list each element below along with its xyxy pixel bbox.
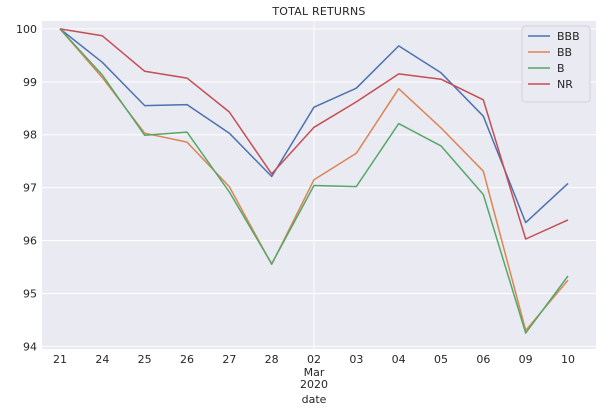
y-tick-label: 100 [16, 23, 37, 36]
y-tick-label: 94 [23, 340, 37, 353]
x-tick-label: 21 [53, 353, 67, 366]
x-tick-label: 28 [265, 353, 279, 366]
series-lines [59, 28, 569, 334]
legend-label: BB [557, 46, 572, 59]
x-tick-label: 25 [138, 353, 152, 366]
legend-label: BBB [557, 30, 580, 43]
legend-box [521, 25, 591, 103]
y-tick-label: 99 [23, 76, 37, 89]
x-tick-label: 03 [349, 353, 363, 366]
y-tick-label: 98 [23, 129, 37, 142]
series-line-b [59, 28, 569, 334]
x-tick-label: 06 [476, 353, 490, 366]
x-tick-label: 05 [434, 353, 448, 366]
series-line-bb [59, 28, 569, 332]
series-line-bbb [59, 28, 569, 224]
series-line-nr [59, 28, 569, 240]
x-tick-label: 27 [222, 353, 236, 366]
x-tick-label: 24 [95, 353, 109, 366]
y-tick-label: 97 [23, 182, 37, 195]
x-tick-sublabel: Mar [304, 366, 325, 379]
x-tick-label: 04 [392, 353, 406, 366]
legend-label: B [557, 62, 565, 75]
y-tick-label: 96 [23, 235, 37, 248]
chart-title: TOTAL RETURNS [271, 5, 365, 18]
x-tick-sublabel: 2020 [300, 378, 328, 391]
x-tick-label: 02 [307, 353, 321, 366]
legend-label: NR [557, 78, 573, 91]
x-tick-label: 26 [180, 353, 194, 366]
y-tick-label: 95 [23, 287, 37, 300]
y-axis-ticks: 94 95 96 97 98 99 100 [16, 23, 37, 353]
x-tick-label: 10 [561, 353, 575, 366]
grid-lines [42, 21, 596, 349]
x-axis-title: date [302, 393, 327, 406]
x-tick-label: 09 [519, 353, 533, 366]
